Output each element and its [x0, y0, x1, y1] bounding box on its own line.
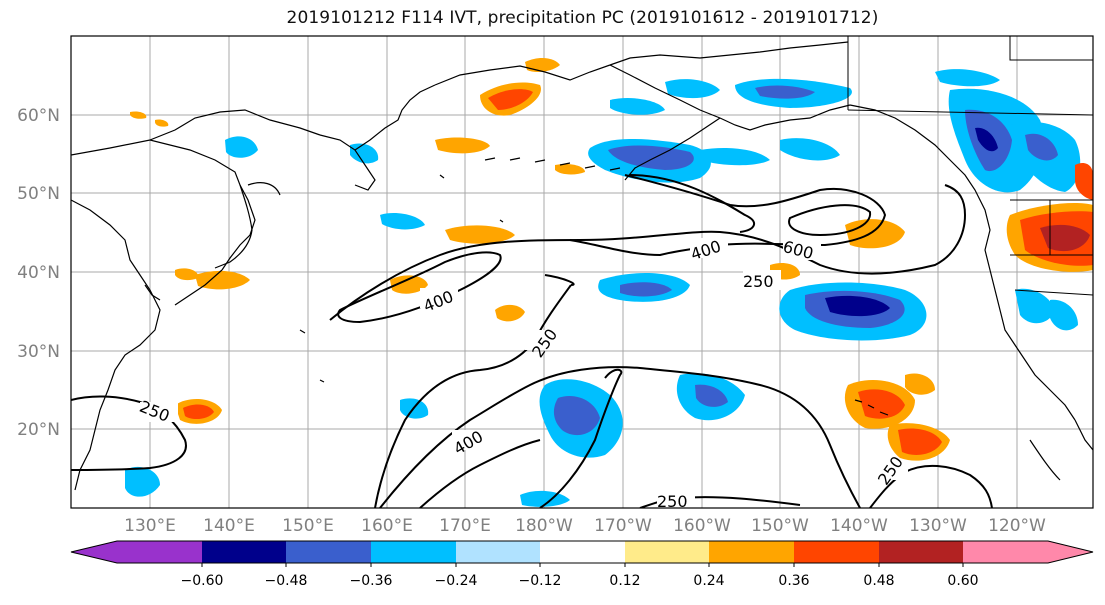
colorbar-segment — [540, 541, 625, 563]
contour-labels: 400 600 400 250 250 250 400 250 250 — [137, 237, 908, 511]
lon-label: 130°W — [909, 516, 967, 536]
colorbar-tick-label: −0.12 — [519, 573, 562, 589]
colorbar-tick-label: 0.48 — [863, 573, 894, 589]
map-frame — [70, 35, 1094, 509]
lon-label: 140°W — [830, 516, 888, 536]
lat-label: 20°N — [17, 420, 60, 440]
latitude-labels: 60°N 50°N 40°N 30°N 20°N — [17, 106, 60, 440]
colorbar-tick-label: −0.48 — [265, 573, 308, 589]
colorbar-extend-right — [1048, 541, 1093, 563]
colorbar-segment — [117, 541, 202, 563]
colorbar-tick-label: −0.36 — [350, 573, 393, 589]
colorbar-segment — [963, 541, 1048, 563]
lat-label: 50°N — [17, 184, 60, 204]
colorbar: −0.60 −0.48 −0.36 −0.24 −0.12 0.12 0.24 … — [70, 540, 1094, 589]
lon-label: 160°W — [673, 516, 731, 536]
colorbar-tick-label: −0.24 — [435, 573, 478, 589]
lon-label: 160°E — [361, 516, 413, 536]
lat-label: 30°N — [17, 342, 60, 362]
lat-label: 40°N — [17, 263, 60, 283]
colorbar-segment — [709, 541, 794, 563]
colorbar-segment — [371, 541, 456, 563]
lon-label: 140°E — [203, 516, 255, 536]
lon-label: 120°W — [988, 516, 1046, 536]
colorbar-segment — [879, 541, 963, 563]
colorbar-tick-label: −0.60 — [181, 573, 224, 589]
colorbar-segment — [286, 541, 371, 563]
colorbar-segment — [625, 541, 709, 563]
contour-label: 250 — [743, 272, 774, 291]
lon-label: 180°W — [515, 516, 573, 536]
colorbar-segment — [202, 541, 286, 563]
lon-label: 170°E — [439, 516, 491, 536]
colorbar-extend-left — [71, 541, 117, 563]
borders — [847, 36, 1093, 296]
colorbar-tick-label: 0.24 — [693, 573, 724, 589]
colorbar-tick-label: 0.12 — [609, 573, 640, 589]
lon-label: 150°W — [751, 516, 809, 536]
colorbar-tick-label: 0.60 — [947, 573, 978, 589]
lon-label: 150°E — [282, 516, 334, 536]
colorbar-tick-label: 0.36 — [778, 573, 809, 589]
lat-label: 60°N — [17, 106, 60, 126]
map-title: 2019101212 F114 IVT, precipitation PC (2… — [286, 8, 879, 28]
colorbar-outline — [70, 540, 1094, 564]
coastlines — [71, 41, 1093, 491]
colorbar-segment — [456, 541, 540, 563]
contour-label: 250 — [657, 492, 688, 511]
lon-label: 170°W — [594, 516, 652, 536]
lon-label: 130°E — [124, 516, 176, 536]
ivt-contours — [71, 174, 993, 508]
longitude-labels: 130°E 140°E 150°E 160°E 170°E 180°W 170°… — [124, 516, 1046, 536]
colorbar-segment — [794, 541, 879, 563]
